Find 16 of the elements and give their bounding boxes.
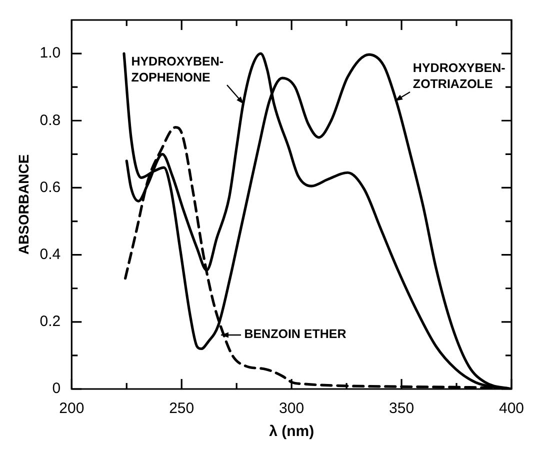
y-axis-title: ABSORBANCE: [15, 154, 32, 255]
annotation: BENZOIN ETHER: [244, 327, 346, 342]
annotation: HYDROXYBEN- ZOPHENONE: [131, 54, 224, 85]
x-tick-label: 400: [498, 400, 524, 418]
x-tick-label: 300: [279, 400, 304, 418]
x-tick-label: 200: [59, 400, 84, 418]
x-tick-label: 250: [169, 400, 194, 418]
y-tick-label: 0.8: [40, 112, 61, 129]
x-tick-label: 350: [389, 400, 414, 418]
y-tick-label: 0.4: [40, 246, 61, 263]
x-axis-title: λ (nm): [269, 423, 314, 440]
y-tick-label: 0: [52, 380, 61, 398]
y-tick-label: 1.0: [40, 44, 61, 62]
annotation: HYDROXYBEN- ZOTRIAZOLE: [412, 61, 506, 92]
y-tick-label: 0.6: [40, 178, 61, 196]
y-tick-label: 0.2: [40, 313, 61, 330]
